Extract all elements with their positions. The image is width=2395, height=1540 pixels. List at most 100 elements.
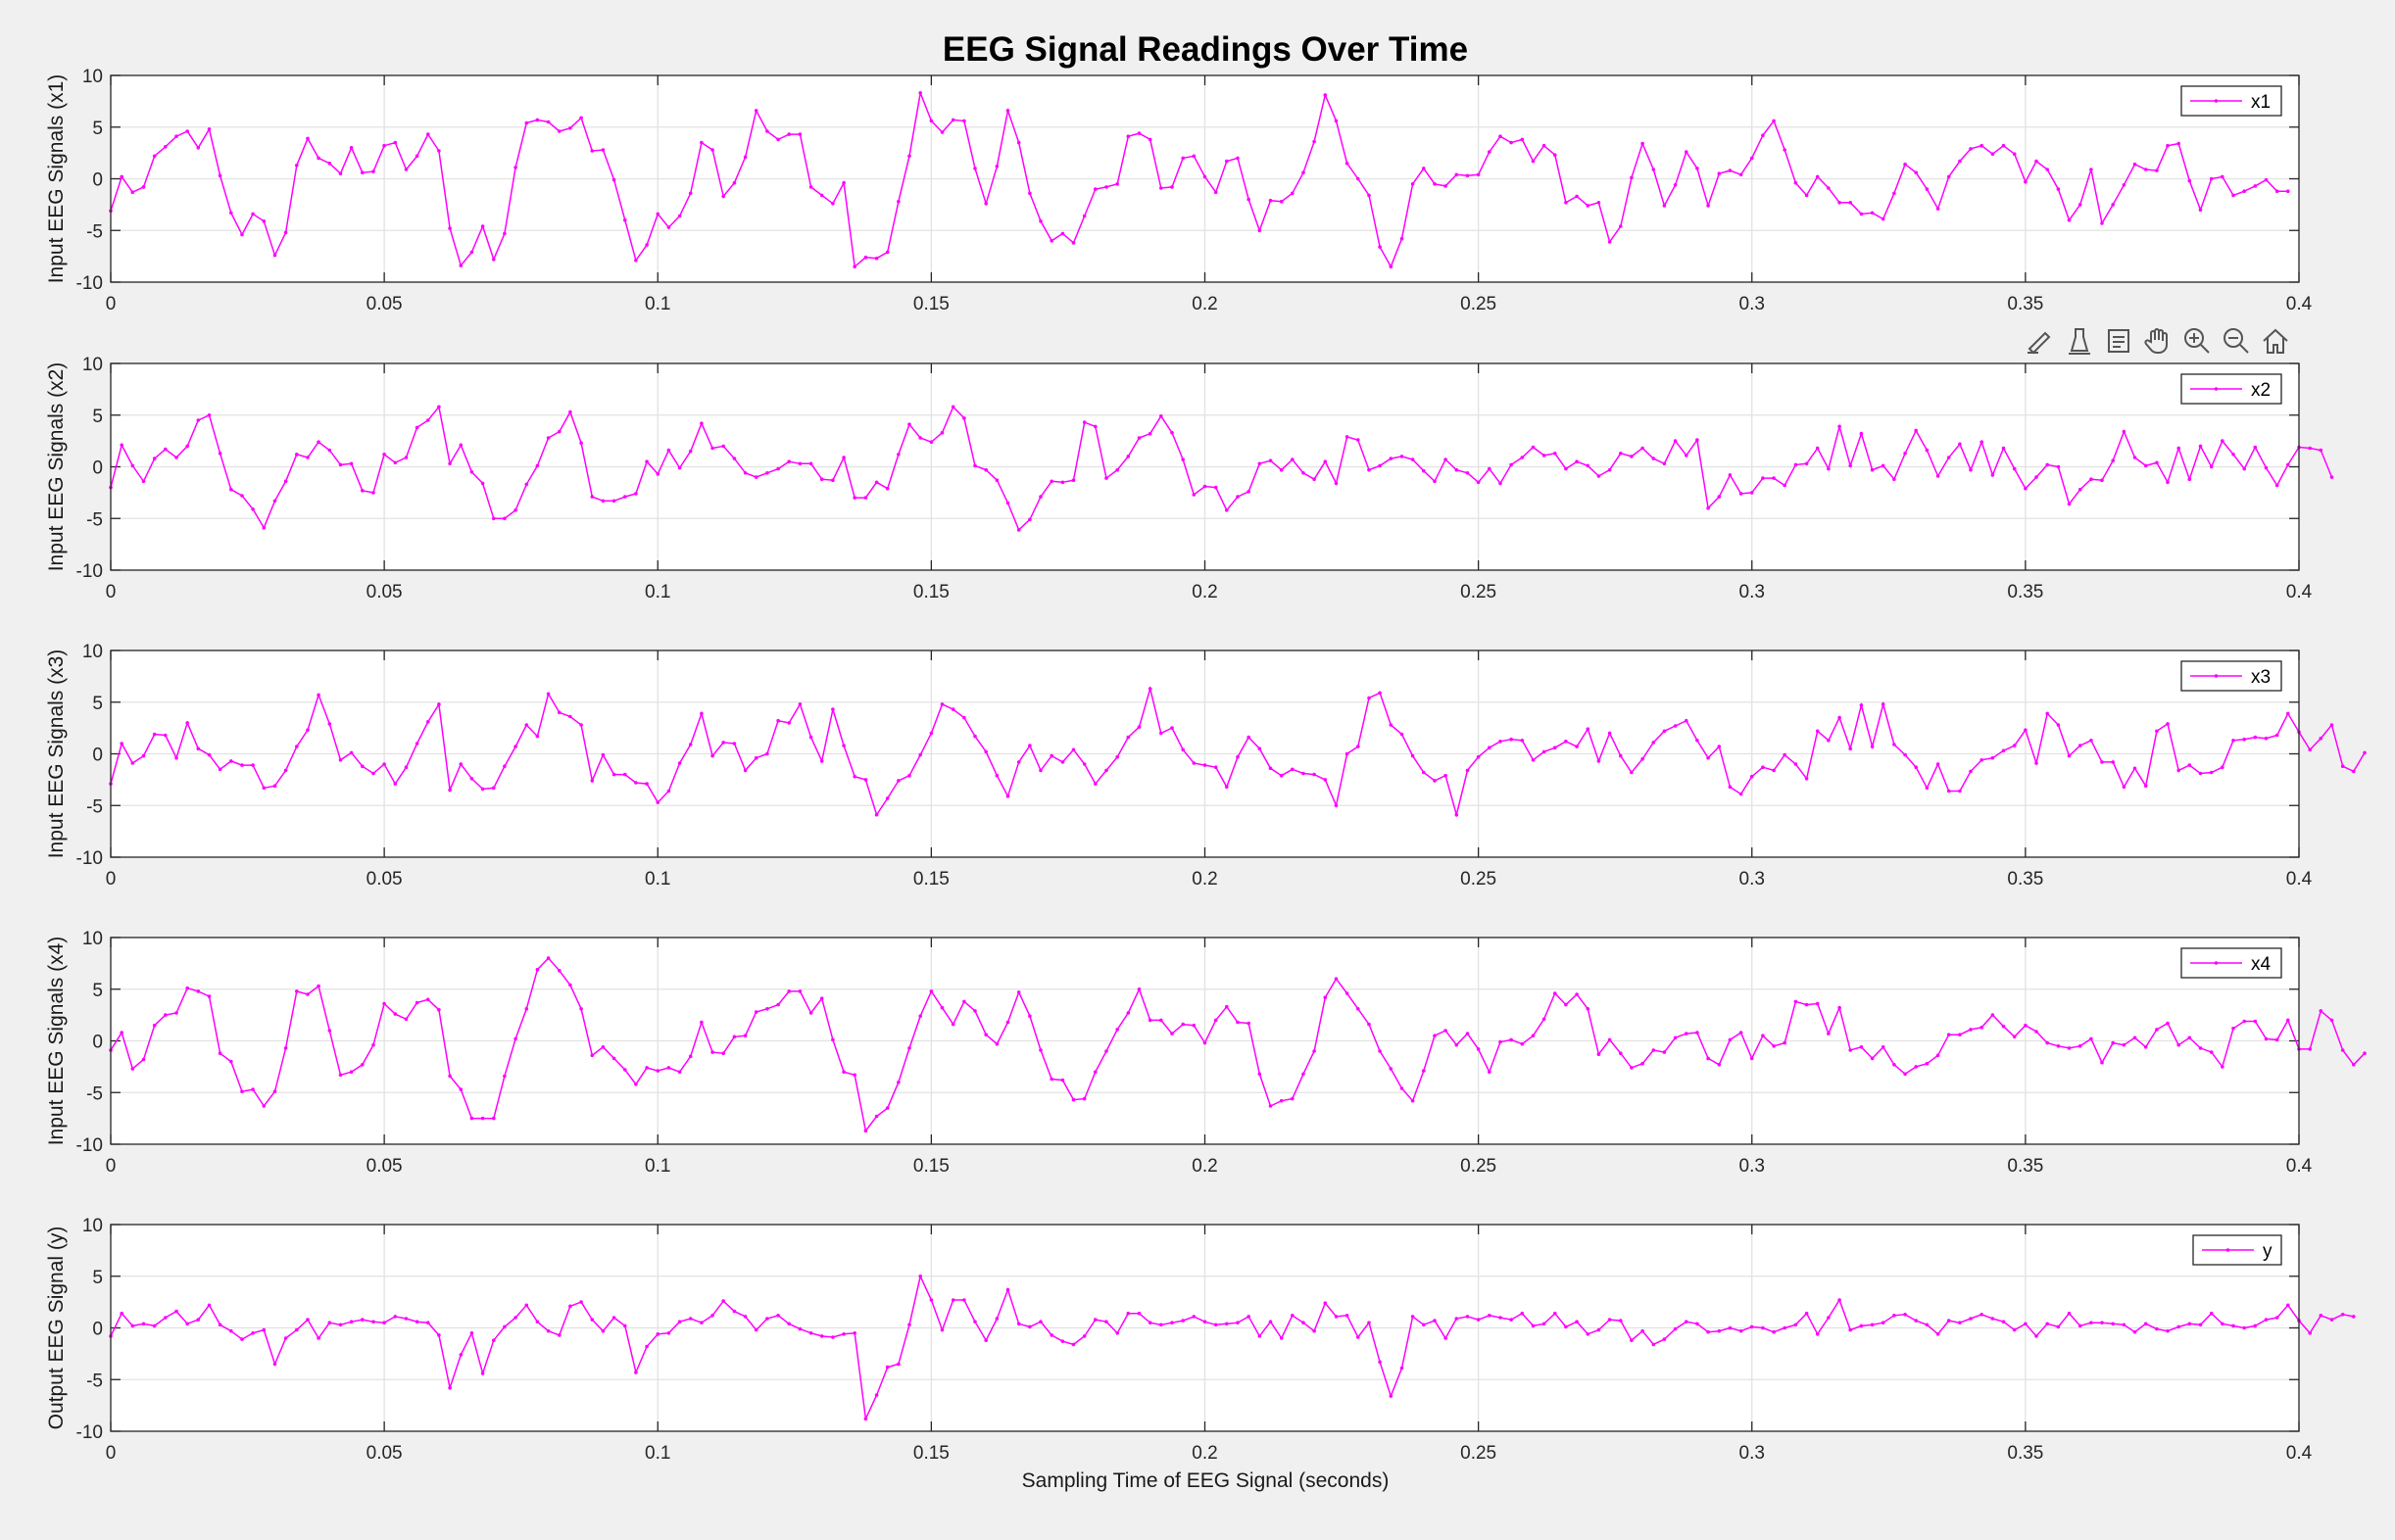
data-point [1279, 1098, 1284, 1103]
data-point [415, 154, 419, 159]
data-point [1323, 459, 1328, 464]
data-point [1772, 1044, 1776, 1048]
data-point [645, 1066, 649, 1070]
data-point [1498, 134, 1502, 138]
data-point [951, 1298, 955, 1302]
data-point [1028, 1324, 1032, 1329]
x-tick-label: 0.4 [2286, 294, 2313, 314]
x-tick-label: 0.35 [2007, 294, 2043, 314]
data-point [1356, 1335, 1360, 1339]
data-point [1509, 1037, 1513, 1042]
data-point [1969, 147, 1973, 151]
data-point [415, 742, 419, 746]
data-point [1301, 1072, 1305, 1077]
data-point [568, 409, 572, 414]
data-point [185, 721, 189, 725]
data-point [2166, 480, 2170, 485]
series-markers-x2 [109, 405, 2334, 532]
data-point [579, 723, 583, 727]
data-point [1268, 458, 1273, 463]
x-tick-label: 0 [106, 1443, 117, 1464]
data-point [535, 967, 540, 972]
data-point [1728, 168, 1733, 172]
data-point [480, 481, 485, 486]
data-point [918, 752, 922, 757]
data-point [1422, 167, 1426, 170]
pan-icon[interactable] [2140, 323, 2175, 359]
data-point [776, 137, 780, 142]
data-point [732, 1309, 737, 1314]
x-tick-label: 0.2 [1192, 1156, 1217, 1177]
data-point [1476, 754, 1481, 759]
data-point [382, 453, 386, 457]
data-point [1246, 735, 1250, 740]
data-point [1935, 762, 1940, 766]
data-point [361, 1063, 365, 1067]
data-point [480, 1372, 485, 1375]
data-point [897, 1362, 901, 1367]
data-point [1334, 977, 1339, 981]
data-point [2024, 728, 2028, 732]
data-point [1246, 490, 1250, 494]
data-point [448, 788, 452, 793]
data-point [207, 994, 212, 998]
data-point [349, 461, 354, 466]
data-point [404, 456, 409, 459]
data-point [141, 185, 146, 189]
data-point [2077, 1323, 2082, 1328]
data-point [1596, 1052, 1601, 1056]
data-point [1344, 161, 1349, 166]
data-point [611, 177, 616, 182]
data-point [240, 763, 244, 767]
data-point [1104, 768, 1108, 773]
data-point [1291, 1096, 1295, 1101]
data-point [480, 787, 485, 792]
data-point [262, 1104, 267, 1108]
data-point [262, 786, 267, 791]
x-tick-label: 0.2 [1192, 869, 1217, 890]
data-point [1334, 119, 1339, 123]
data-point [743, 768, 748, 773]
data-point [393, 1315, 398, 1319]
data-point [1607, 240, 1612, 244]
data-point [1422, 1069, 1426, 1073]
data-point [283, 230, 288, 235]
x-tick-label: 0.2 [1192, 1443, 1217, 1464]
data-point [2045, 1322, 2049, 1326]
data-point [361, 764, 365, 768]
data-point [2329, 723, 2334, 727]
y-axis-label: Input EEG Signals (x3) [45, 650, 68, 859]
data-point [2242, 466, 2246, 471]
data-point [1607, 467, 1612, 472]
data-point [2166, 143, 2170, 148]
home-icon[interactable] [2258, 323, 2293, 359]
data-point [1662, 1050, 1667, 1054]
data-point [2024, 486, 2028, 491]
data-point [437, 702, 441, 706]
y-tick-label: 5 [92, 981, 103, 1001]
legend-icon[interactable] [2101, 323, 2136, 359]
data-point [1903, 752, 1907, 757]
data-point [710, 1050, 714, 1054]
x-tick-label: 0.1 [645, 1156, 670, 1177]
data-point [1804, 777, 1809, 781]
data-point [666, 448, 671, 453]
data-point [1619, 224, 1623, 228]
brush-icon[interactable] [2023, 323, 2058, 359]
zoom-out-icon[interactable] [2219, 323, 2254, 359]
zoom-in-icon[interactable] [2179, 323, 2215, 359]
data-point [2067, 1311, 2072, 1316]
data-point [710, 446, 714, 451]
data-point [1279, 199, 1284, 204]
data-point [962, 999, 966, 1004]
data-point [863, 255, 868, 260]
data-tips-icon[interactable] [2062, 323, 2097, 359]
data-point [1137, 436, 1142, 440]
data-point [1640, 141, 1644, 146]
data-point [1541, 749, 1546, 754]
data-point [1356, 438, 1360, 442]
x-tick-label: 0.3 [1739, 1156, 1765, 1177]
data-point [448, 226, 452, 230]
data-point [1541, 143, 1546, 148]
data-point [1673, 439, 1678, 443]
